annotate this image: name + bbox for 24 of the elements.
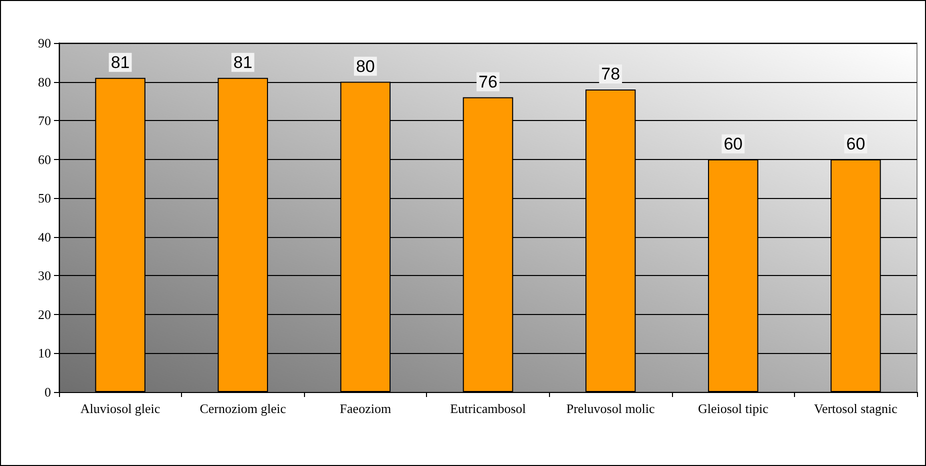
data-label: 76 bbox=[478, 72, 498, 92]
y-tick-label: 10 bbox=[38, 346, 51, 361]
y-tick-label: 60 bbox=[38, 152, 51, 167]
data-label: 60 bbox=[724, 134, 743, 154]
x-tick-label: Aluviosol gleic bbox=[80, 401, 160, 416]
y-tick-label: 20 bbox=[38, 306, 51, 322]
y-tick-label: 30 bbox=[38, 268, 51, 284]
x-tick-label: Faeoziom bbox=[340, 401, 392, 416]
x-tick-label: Cernoziom gleic bbox=[200, 401, 286, 416]
data-label: 78 bbox=[601, 64, 620, 84]
y-tick-label: 90 bbox=[38, 36, 51, 50]
x-tick-label: Preluvosol molic bbox=[566, 401, 656, 416]
data-label: 81 bbox=[233, 52, 252, 72]
x-tick-label: Eutricambosol bbox=[450, 401, 526, 416]
x-tick-label: Vertosol stagnic bbox=[814, 401, 898, 416]
data-label: 60 bbox=[846, 134, 866, 154]
data-label: 81 bbox=[110, 52, 130, 72]
x-tick-label: Gleiosol tipic bbox=[698, 401, 769, 416]
y-tick-label: 40 bbox=[38, 229, 51, 244]
data-label: 80 bbox=[356, 56, 375, 76]
y-tick-label: 70 bbox=[38, 113, 51, 128]
y-tick-label: 0 bbox=[44, 384, 51, 400]
y-tick-label: 50 bbox=[38, 190, 51, 206]
y-tick-label: 80 bbox=[38, 74, 51, 90]
